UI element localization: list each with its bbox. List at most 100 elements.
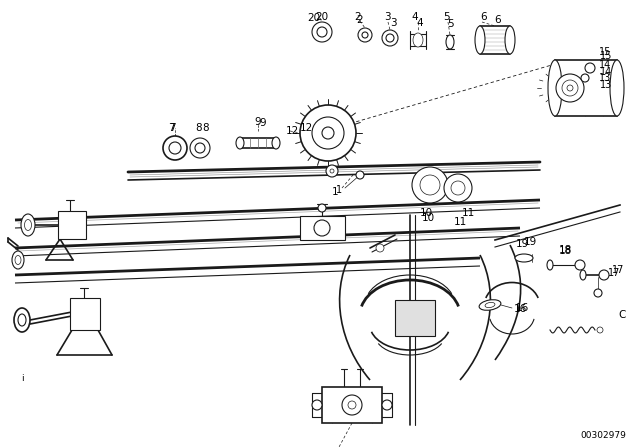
Circle shape <box>562 80 578 96</box>
Ellipse shape <box>479 300 501 310</box>
Bar <box>58 211 86 239</box>
Circle shape <box>358 28 372 42</box>
Bar <box>300 216 345 240</box>
Text: 2: 2 <box>355 12 362 22</box>
Text: 19: 19 <box>515 239 529 249</box>
Circle shape <box>312 117 344 149</box>
Ellipse shape <box>413 33 423 47</box>
Circle shape <box>412 167 448 203</box>
Text: C: C <box>618 310 626 320</box>
Circle shape <box>195 143 205 153</box>
Text: 15: 15 <box>599 47 611 57</box>
Circle shape <box>382 400 392 410</box>
Ellipse shape <box>14 308 30 332</box>
Text: 17: 17 <box>612 265 625 275</box>
Circle shape <box>386 34 394 42</box>
Circle shape <box>318 204 326 212</box>
Circle shape <box>599 270 609 280</box>
Ellipse shape <box>272 137 280 149</box>
Circle shape <box>451 181 465 195</box>
Ellipse shape <box>610 60 624 116</box>
Text: 10: 10 <box>419 208 433 218</box>
Text: 2: 2 <box>356 15 364 25</box>
Circle shape <box>190 138 210 158</box>
Text: 8: 8 <box>203 123 209 133</box>
Circle shape <box>597 327 603 333</box>
Text: 5: 5 <box>444 12 451 22</box>
Text: 13: 13 <box>600 80 612 90</box>
Circle shape <box>585 63 595 73</box>
Text: 7: 7 <box>169 123 175 133</box>
Circle shape <box>312 400 322 410</box>
Circle shape <box>376 244 384 252</box>
Bar <box>70 298 100 330</box>
Ellipse shape <box>580 270 586 280</box>
Text: 3: 3 <box>384 12 390 22</box>
Text: 00302979: 00302979 <box>580 431 626 439</box>
Text: 12: 12 <box>300 123 313 133</box>
Text: 1: 1 <box>336 185 342 195</box>
Text: 11: 11 <box>453 217 467 227</box>
Circle shape <box>382 30 398 46</box>
Circle shape <box>330 169 334 173</box>
Text: 17: 17 <box>608 268 620 278</box>
Text: 14: 14 <box>600 67 612 77</box>
Circle shape <box>594 289 602 297</box>
Circle shape <box>575 260 585 270</box>
Text: 6: 6 <box>495 15 501 25</box>
Text: 16: 16 <box>516 303 529 313</box>
Text: 19: 19 <box>524 237 536 247</box>
Circle shape <box>317 27 327 37</box>
Bar <box>395 300 435 336</box>
Text: 10: 10 <box>421 213 435 223</box>
Text: 15: 15 <box>600 51 612 61</box>
Text: 5: 5 <box>447 19 453 29</box>
Text: 6: 6 <box>481 12 487 22</box>
Text: 18: 18 <box>558 245 572 255</box>
Text: 14: 14 <box>599 60 611 70</box>
Ellipse shape <box>515 254 533 262</box>
Circle shape <box>348 401 356 409</box>
Text: 9: 9 <box>260 118 266 128</box>
Ellipse shape <box>505 26 515 54</box>
Circle shape <box>322 127 334 139</box>
Circle shape <box>326 165 338 177</box>
Ellipse shape <box>15 255 21 264</box>
Text: 13: 13 <box>599 73 611 83</box>
Text: 18: 18 <box>558 246 572 256</box>
Text: 20: 20 <box>316 12 328 22</box>
Circle shape <box>342 395 362 415</box>
Ellipse shape <box>475 26 485 54</box>
Ellipse shape <box>548 60 562 116</box>
Ellipse shape <box>24 220 31 231</box>
Ellipse shape <box>236 137 244 149</box>
Text: i: i <box>20 374 23 383</box>
Circle shape <box>420 175 440 195</box>
Circle shape <box>556 74 584 102</box>
Text: 11: 11 <box>461 208 475 218</box>
Text: 8: 8 <box>196 123 202 133</box>
Circle shape <box>163 136 187 160</box>
Ellipse shape <box>18 314 26 326</box>
Ellipse shape <box>12 251 24 269</box>
Circle shape <box>581 74 589 82</box>
Ellipse shape <box>446 35 454 49</box>
Text: 12: 12 <box>285 126 299 136</box>
Text: 16: 16 <box>514 304 527 314</box>
Circle shape <box>444 174 472 202</box>
Text: 4: 4 <box>412 12 419 22</box>
Ellipse shape <box>547 260 553 270</box>
Circle shape <box>314 220 330 236</box>
Circle shape <box>362 32 368 38</box>
Text: 7: 7 <box>168 123 174 133</box>
Circle shape <box>356 171 364 179</box>
Text: 20: 20 <box>307 13 321 23</box>
Text: 4: 4 <box>417 18 423 28</box>
Text: 1: 1 <box>332 187 339 197</box>
Circle shape <box>300 105 356 161</box>
Circle shape <box>312 22 332 42</box>
Ellipse shape <box>485 302 495 308</box>
Circle shape <box>567 85 573 91</box>
Text: 9: 9 <box>255 117 261 127</box>
Circle shape <box>169 142 181 154</box>
